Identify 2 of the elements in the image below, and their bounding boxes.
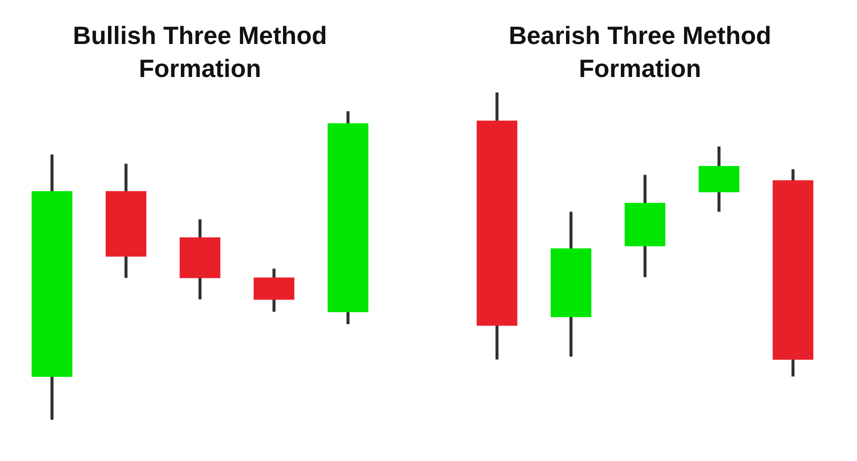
chart-title: Bearish Three Method Formation bbox=[508, 21, 772, 85]
chart-title: Bullish Three Method Formation bbox=[72, 21, 328, 85]
